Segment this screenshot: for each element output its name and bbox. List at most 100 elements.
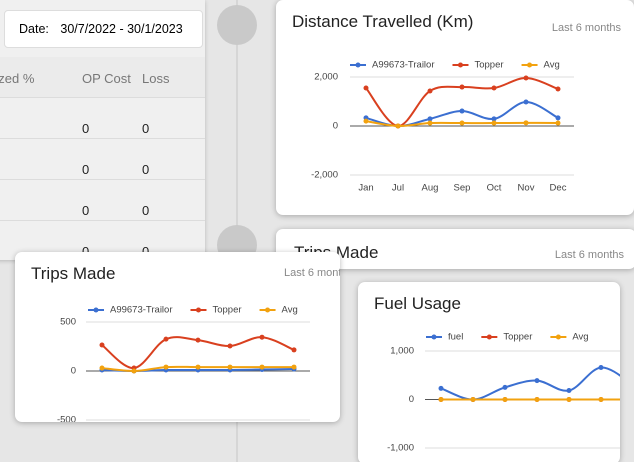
legend-label: fuel bbox=[448, 332, 463, 343]
legend-label: Avg bbox=[282, 305, 298, 316]
data-point bbox=[291, 347, 297, 353]
data-point bbox=[291, 364, 297, 370]
data-point bbox=[459, 120, 465, 126]
x-tick-label: Oct bbox=[487, 183, 502, 194]
y-tick-label: -2,000 bbox=[311, 170, 338, 181]
legend-label: A99673-Trailor bbox=[372, 60, 434, 71]
legend-dot bbox=[431, 334, 437, 340]
chart: -1,000 0 1,000 fuel Topper Avg bbox=[387, 332, 620, 454]
legend-dot bbox=[555, 334, 561, 340]
row-divider bbox=[0, 97, 205, 98]
data-point bbox=[163, 336, 169, 342]
card-title: Fuel Usage bbox=[374, 294, 461, 313]
table-cell: 0 bbox=[142, 244, 149, 259]
legend-dot bbox=[355, 62, 361, 68]
data-point bbox=[99, 342, 105, 348]
data-point bbox=[555, 115, 561, 121]
legend-dot bbox=[457, 62, 463, 68]
data-point bbox=[502, 384, 508, 390]
data-point bbox=[195, 337, 201, 343]
data-point bbox=[555, 120, 561, 126]
legend-dot bbox=[486, 334, 492, 340]
x-tick-label: Aug bbox=[422, 183, 439, 194]
data-point bbox=[598, 364, 604, 370]
y-tick-label: 2,000 bbox=[314, 72, 338, 83]
legend-dot bbox=[93, 307, 99, 313]
data-point bbox=[163, 364, 169, 370]
legend-dot bbox=[265, 307, 271, 313]
data-point bbox=[438, 385, 444, 391]
data-point bbox=[566, 388, 572, 394]
table-header: Loss bbox=[142, 71, 170, 86]
data-point bbox=[534, 378, 540, 384]
y-tick-label: 0 bbox=[333, 121, 338, 132]
table-header: OP Cost bbox=[82, 71, 131, 86]
card-subtitle: Last 6 months bbox=[554, 249, 624, 261]
data-point bbox=[523, 99, 529, 105]
data-point bbox=[598, 397, 604, 402]
data-point bbox=[459, 84, 465, 90]
row-divider bbox=[0, 138, 205, 139]
card-subtitle: Last 6 months bbox=[551, 22, 621, 34]
x-tick-label: Jan bbox=[358, 183, 373, 194]
data-point bbox=[259, 364, 265, 370]
y-tick-label: -1,000 bbox=[387, 443, 414, 454]
legend-label: Topper bbox=[474, 60, 503, 71]
y-tick-label: 500 bbox=[60, 317, 76, 328]
data-point bbox=[363, 85, 369, 91]
table-header-bg bbox=[0, 57, 205, 97]
chart-card: -2,000 0 2,000 Jan Jul Aug Sep Oct Nov Dec A99673-… bbox=[276, 0, 634, 215]
x-tick-label: Sep bbox=[454, 183, 471, 194]
y-tick-label: 0 bbox=[71, 366, 76, 377]
x-tick-label: Dec bbox=[550, 183, 567, 194]
table-cell: 0 bbox=[82, 162, 90, 177]
data-point bbox=[427, 116, 433, 122]
chart-card: -1,000 0 1,000 fuel Topper Avg Fuel Usage bbox=[358, 282, 620, 462]
legend-label: Topper bbox=[503, 332, 532, 343]
data-point bbox=[427, 88, 433, 94]
table-cell: 0 bbox=[82, 203, 90, 218]
legend-label: Topper bbox=[212, 305, 241, 316]
card-title: Distance Travelled (Km) bbox=[292, 12, 474, 31]
date-label: Date: bbox=[19, 22, 49, 36]
data-point bbox=[227, 343, 233, 349]
data-point bbox=[195, 364, 201, 370]
chart: -500 0 500 A99673-Trailor Topper Avg bbox=[57, 305, 310, 422]
table-cell: 0 bbox=[142, 121, 150, 136]
data-point bbox=[523, 75, 529, 81]
data-point bbox=[491, 85, 497, 91]
row-divider bbox=[0, 179, 205, 180]
data-point bbox=[491, 120, 497, 126]
x-tick-label: Nov bbox=[518, 183, 535, 194]
data-point bbox=[523, 120, 529, 126]
series-line bbox=[440, 366, 620, 401]
data-point bbox=[227, 364, 233, 370]
data-point bbox=[395, 123, 401, 129]
table-cell: 0 bbox=[82, 244, 89, 259]
table-cell: 0 bbox=[142, 162, 150, 177]
data-point bbox=[566, 397, 572, 402]
legend-label: Avg bbox=[572, 332, 588, 343]
legend-dot bbox=[527, 62, 533, 68]
y-tick-label: 1,000 bbox=[390, 346, 414, 357]
x-tick-label: Jul bbox=[392, 183, 404, 194]
chart-card: -500 0 500 A99673-Trailor Topper Avg Trips Mad… bbox=[15, 252, 340, 422]
data-point bbox=[470, 397, 476, 402]
y-tick-label: 0 bbox=[409, 394, 414, 405]
data-point bbox=[459, 108, 465, 114]
date-box[interactable]: Date: 30/7/2022 - 30/1/2023 bbox=[4, 10, 203, 48]
legend-dot bbox=[195, 307, 201, 313]
data-point bbox=[427, 120, 433, 126]
card-subtitle: Last 6 months bbox=[284, 267, 340, 279]
legend-label: Avg bbox=[544, 60, 560, 71]
left-panel: Date: 30/7/2022 - 30/1/2023 tilized % OP… bbox=[0, 0, 205, 260]
data-point bbox=[131, 368, 137, 374]
row-divider bbox=[0, 220, 205, 221]
data-point bbox=[491, 116, 497, 122]
table-cell: 0 bbox=[82, 121, 90, 136]
table-header: tilized % bbox=[0, 71, 35, 86]
y-tick-label: -500 bbox=[57, 415, 76, 422]
card-title: Trips Made bbox=[31, 264, 116, 283]
data-point bbox=[363, 118, 369, 124]
